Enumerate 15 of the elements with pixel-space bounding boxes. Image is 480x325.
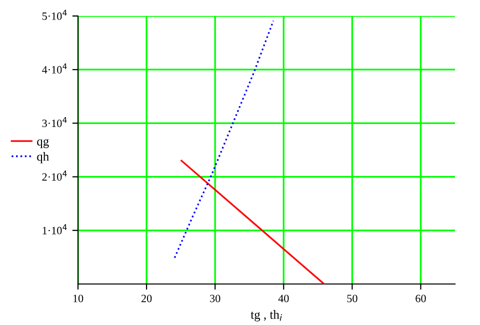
x-tick-label: 20 (141, 294, 152, 302)
legend-label: qh (37, 152, 49, 164)
y-tick-label: 3·10$^{4}$ (42, 117, 67, 128)
y-tick-label: 4·10$^{4}$ (42, 63, 67, 74)
x-axis-title: tg , th$_{i}$ (250, 310, 282, 322)
x-tick-label: 50 (347, 294, 358, 302)
y-tick-label: 2·10$^{4}$ (42, 170, 67, 181)
y-tick-label: 5·10$^{4}$ (42, 10, 67, 20)
x-tick-label: 10 (73, 294, 84, 302)
y-tick-label: 1·10$^{4}$ (42, 224, 67, 234)
line-series (174, 20, 274, 259)
x-tick-label: 30 (210, 294, 220, 302)
legend-label: qg (37, 139, 49, 148)
x-tick-label: 40 (278, 294, 289, 302)
x-tick-label: 60 (416, 294, 426, 302)
